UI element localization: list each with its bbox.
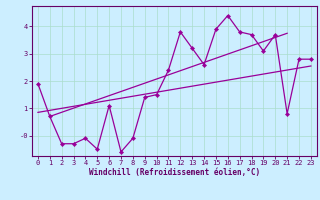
- X-axis label: Windchill (Refroidissement éolien,°C): Windchill (Refroidissement éolien,°C): [89, 168, 260, 177]
